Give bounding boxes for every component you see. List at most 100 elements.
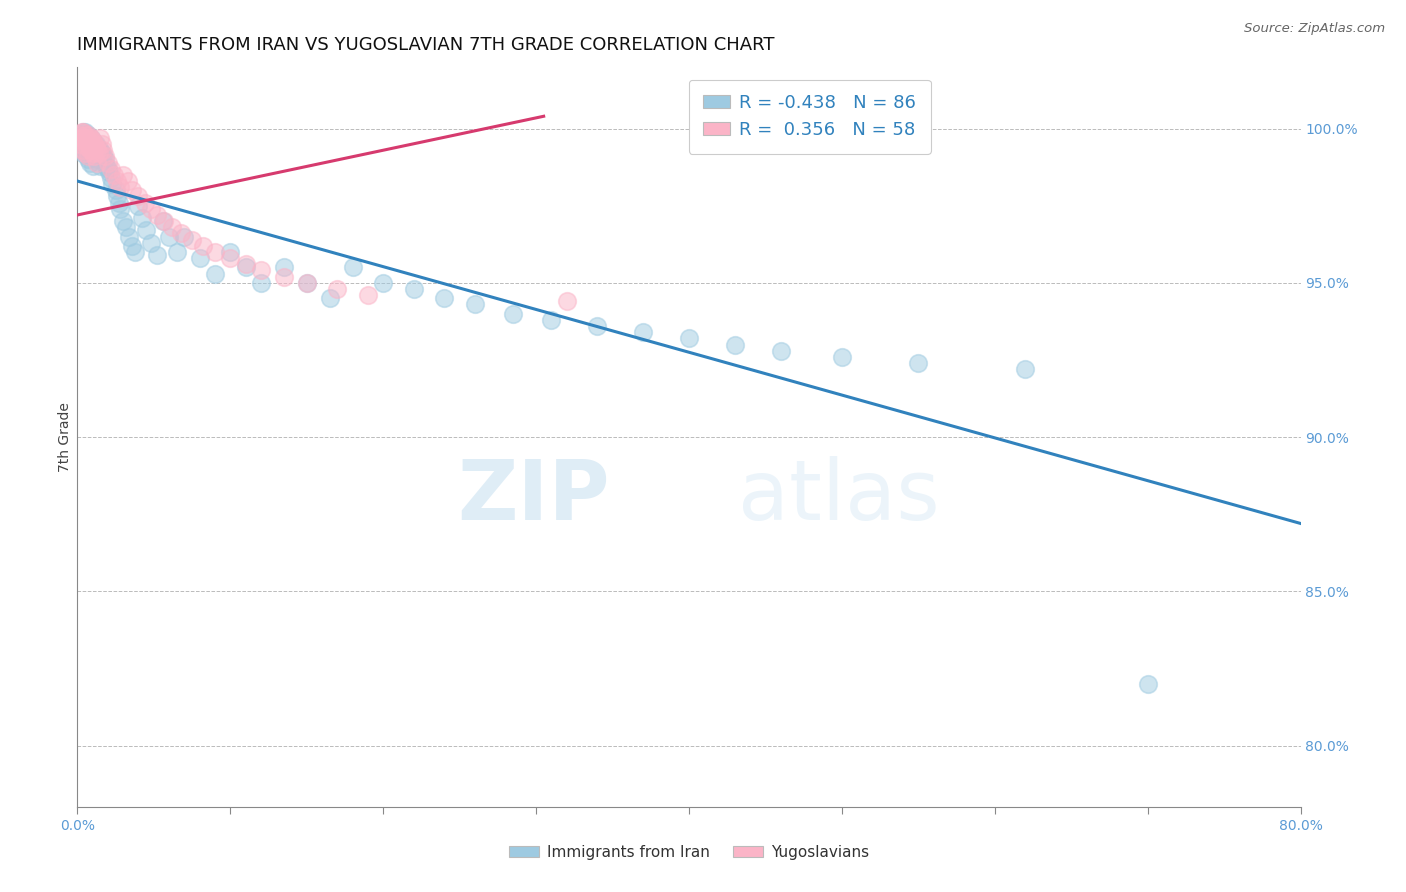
Point (170, 227, 193, 241)
Point (326, 282, 349, 296)
Point (318, 291, 340, 305)
Point (101, 177, 124, 191)
Point (77, 128, 100, 142)
Point (73, 134, 96, 148)
Point (295, 276, 318, 290)
Text: atlas: atlas (738, 456, 939, 537)
Point (77, 134, 100, 148)
Point (83, 136, 105, 151)
Point (250, 276, 273, 290)
Point (77, 128, 100, 142)
Point (94, 153, 117, 167)
Point (204, 245, 226, 260)
Point (79, 136, 101, 151)
Point (219, 245, 242, 260)
Point (76, 140, 98, 154)
Point (166, 245, 188, 260)
Point (127, 199, 149, 213)
Point (79, 131, 101, 145)
Point (157, 229, 180, 244)
Point (72, 131, 94, 145)
Point (831, 350, 853, 364)
Point (73, 125, 96, 139)
Point (152, 214, 174, 228)
Y-axis label: 7th Grade: 7th Grade (58, 402, 72, 472)
Point (112, 214, 135, 228)
Point (89, 131, 111, 145)
Point (90, 136, 112, 151)
Point (115, 220, 138, 235)
Point (76, 131, 98, 145)
Point (76, 134, 98, 148)
Point (72, 125, 94, 139)
Point (70, 128, 93, 142)
Point (72, 125, 94, 139)
Point (77, 153, 100, 167)
Point (77, 136, 100, 151)
Point (219, 251, 242, 265)
Point (76, 128, 98, 142)
Point (94, 149, 117, 163)
Point (69, 143, 91, 157)
Point (631, 325, 654, 339)
Point (83, 149, 105, 163)
Point (121, 183, 143, 197)
Point (82, 134, 104, 148)
Point (146, 208, 169, 222)
Point (273, 269, 295, 284)
Point (112, 168, 135, 182)
Point (89, 159, 111, 173)
Point (73, 131, 96, 145)
Point (96, 159, 118, 173)
Point (117, 174, 139, 188)
Point (86, 143, 108, 157)
Point (250, 263, 273, 277)
Point (586, 319, 609, 334)
Point (97, 161, 120, 176)
Point (235, 260, 257, 275)
Point (402, 282, 425, 296)
Point (79, 155, 101, 169)
Point (235, 257, 257, 271)
Point (540, 313, 562, 327)
Point (107, 195, 129, 210)
Point (134, 195, 156, 210)
Point (80, 131, 103, 145)
Point (80, 131, 103, 145)
Point (146, 248, 169, 262)
Point (555, 294, 578, 309)
Point (73, 146, 96, 161)
Point (139, 235, 162, 250)
Point (83, 143, 105, 157)
Point (67, 128, 90, 142)
Point (69, 131, 91, 145)
Point (139, 202, 162, 216)
Point (108, 180, 131, 194)
Point (79, 143, 101, 157)
Point (87, 146, 110, 161)
Point (371, 276, 394, 290)
Point (1014, 362, 1036, 376)
Point (72, 146, 94, 161)
Point (907, 356, 929, 370)
Text: IMMIGRANTS FROM IRAN VS YUGOSLAVIAN 7TH GRADE CORRELATION CHART: IMMIGRANTS FROM IRAN VS YUGOSLAVIAN 7TH … (77, 37, 775, 54)
Point (295, 276, 318, 290)
Text: ZIP: ZIP (457, 456, 609, 537)
Point (181, 233, 204, 247)
Point (69, 136, 91, 151)
Point (90, 146, 112, 161)
Point (70, 140, 93, 154)
Point (273, 260, 295, 275)
Point (127, 189, 149, 203)
Point (1136, 677, 1159, 691)
Point (73, 128, 96, 142)
Point (100, 161, 122, 176)
Point (204, 267, 226, 281)
Point (80, 140, 103, 154)
Point (91, 149, 114, 163)
Point (105, 174, 128, 188)
Point (86, 153, 108, 167)
Point (724, 337, 747, 351)
Point (79, 131, 101, 145)
Point (82, 146, 104, 161)
